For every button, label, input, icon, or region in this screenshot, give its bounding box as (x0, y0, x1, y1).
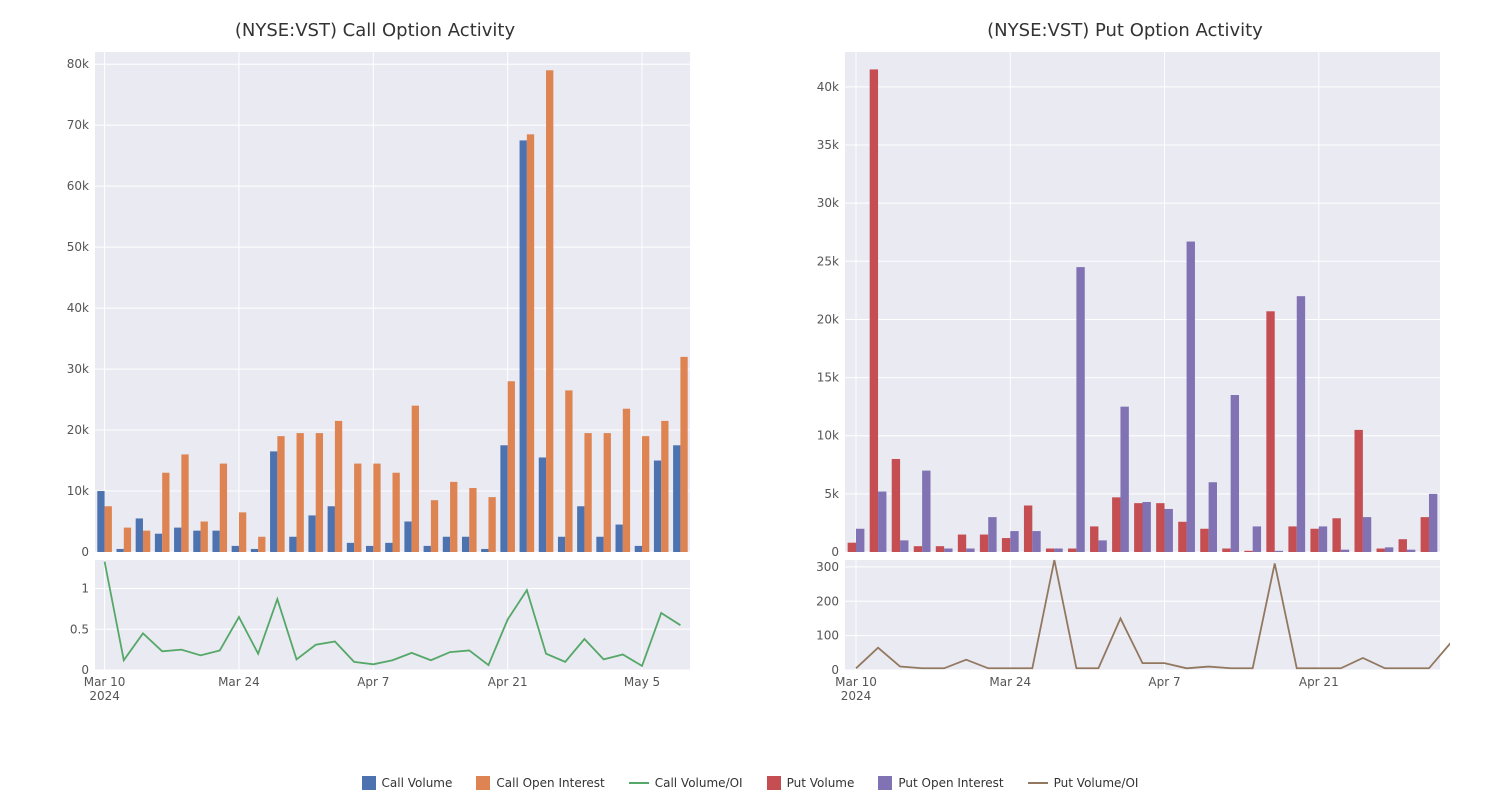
legend-item: Put Open Interest (878, 776, 1003, 790)
svg-text:40k: 40k (817, 80, 839, 94)
svg-text:25k: 25k (817, 254, 839, 268)
legend-swatch (629, 782, 649, 784)
put-chart-title: (NYSE:VST) Put Option Activity (790, 20, 1460, 41)
legend-swatch (1028, 782, 1048, 784)
svg-text:Mar 24: Mar 24 (989, 675, 1031, 689)
svg-text:300: 300 (816, 560, 839, 574)
svg-text:5k: 5k (824, 487, 839, 501)
svg-text:20k: 20k (817, 312, 839, 326)
svg-text:0.5: 0.5 (70, 622, 89, 636)
call-chart-svg: 010k20k30k40k50k60k70k80k00.51Mar 10Mar … (40, 47, 700, 727)
svg-text:2024: 2024 (841, 689, 872, 703)
svg-text:Mar 10: Mar 10 (835, 675, 877, 689)
call-chart-title: (NYSE:VST) Call Option Activity (40, 20, 710, 41)
legend-label: Call Volume (382, 776, 453, 790)
svg-text:0: 0 (81, 545, 89, 559)
svg-text:80k: 80k (67, 57, 89, 71)
svg-text:200: 200 (816, 594, 839, 608)
legend-label: Put Volume (787, 776, 855, 790)
svg-text:70k: 70k (67, 118, 89, 132)
legend-swatch (476, 776, 490, 790)
svg-text:30k: 30k (67, 362, 89, 376)
put-panel: (NYSE:VST) Put Option Activity 0 5k 10k 15k… (790, 20, 1460, 772)
svg-text:Apr 21: Apr 21 (1299, 675, 1339, 689)
svg-text:Mar 24: Mar 24 (218, 675, 260, 689)
svg-text:30k: 30k (817, 196, 839, 210)
legend-item: Put Volume (767, 776, 855, 790)
svg-text:60k: 60k (67, 179, 89, 193)
svg-text:40k: 40k (67, 301, 89, 315)
svg-text:Apr 7: Apr 7 (357, 675, 389, 689)
legend-swatch (878, 776, 892, 790)
svg-text:100: 100 (816, 629, 839, 643)
legend-swatch (767, 776, 781, 790)
svg-text:Apr 21: Apr 21 (488, 675, 528, 689)
svg-text:35k: 35k (817, 138, 839, 152)
legend-swatch (362, 776, 376, 790)
legend: Call Volume Call Open Interest Call Volume… (40, 776, 1460, 790)
put-chart-svg: 05k10k15k20k25k30k35k40k0100200300Mar 10… (790, 47, 1450, 727)
svg-text:50k: 50k (67, 240, 89, 254)
legend-label: Call Open Interest (496, 776, 604, 790)
legend-label: Put Volume/OI (1054, 776, 1139, 790)
legend-label: Put Open Interest (898, 776, 1003, 790)
svg-text:0: 0 (831, 545, 839, 559)
svg-text:10k: 10k (67, 484, 89, 498)
svg-text:May 5: May 5 (624, 675, 660, 689)
svg-text:20k: 20k (67, 423, 89, 437)
legend-item: Call Volume (362, 776, 453, 790)
legend-item: Put Volume/OI (1028, 776, 1139, 790)
svg-text:15k: 15k (817, 371, 839, 385)
call-panel: (NYSE:VST) Call Option Activity 0 10k 20k 3… (40, 20, 710, 772)
legend-label: Call Volume/OI (655, 776, 743, 790)
svg-text:10k: 10k (817, 429, 839, 443)
svg-text:Mar 10: Mar 10 (84, 675, 126, 689)
svg-text:1: 1 (81, 582, 89, 596)
svg-text:Apr 7: Apr 7 (1148, 675, 1180, 689)
svg-text:2024: 2024 (89, 689, 120, 703)
legend-item: Call Open Interest (476, 776, 604, 790)
legend-item: Call Volume/OI (629, 776, 743, 790)
